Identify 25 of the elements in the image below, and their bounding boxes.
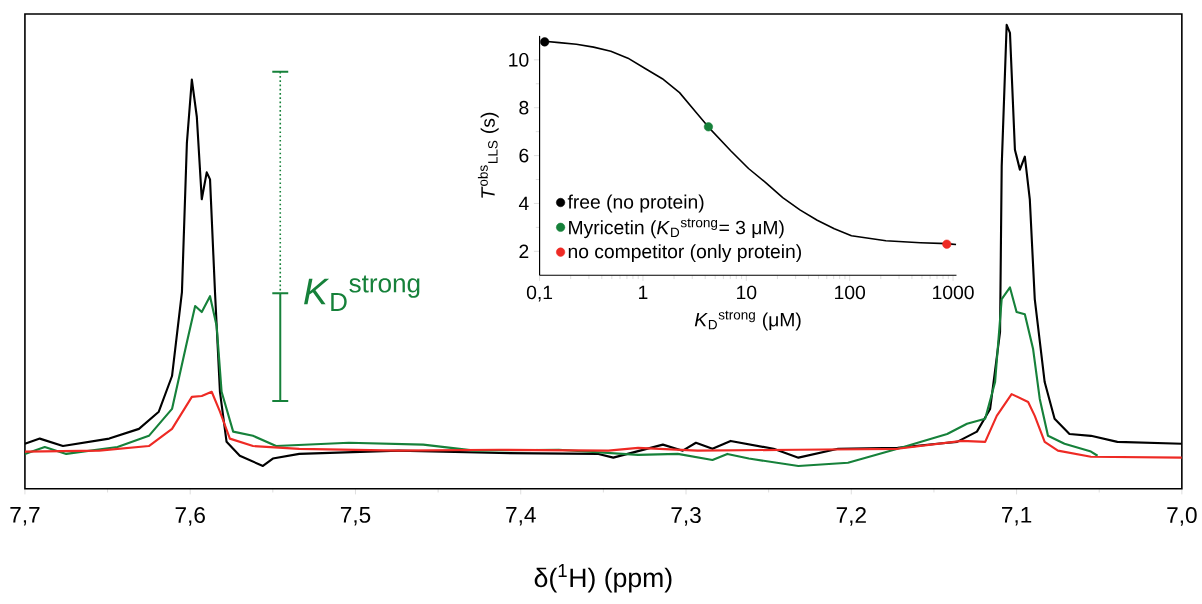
x-tick-label: 10 xyxy=(737,285,757,300)
y-tick-label: 8 xyxy=(519,100,529,115)
annotation: K$_{D}$strong xyxy=(304,275,420,311)
x-tick-label: 7,6 xyxy=(175,506,205,526)
x-tick-label: 1 xyxy=(639,285,648,299)
legend-label: no competitor (only protein) xyxy=(568,243,801,262)
x-tick-label: 0,1 xyxy=(526,285,553,302)
x-tick-label: 1000 xyxy=(933,285,974,300)
x-tick-label: 7,1 xyxy=(1002,506,1032,526)
y-tick-label: 6 xyxy=(519,148,529,163)
x-axis-title: K$_{D}$$^{strong}$ (μM) xyxy=(694,310,801,331)
x-tick-label: 7,7 xyxy=(10,506,40,526)
legend-label: free (no protein) xyxy=(567,194,704,213)
y-axis-title: T$^{obs}$$_{LLS}$ (s) xyxy=(477,112,499,198)
x-tick-label: 7,4 xyxy=(506,506,536,526)
x-tick-label: 7,3 xyxy=(671,506,701,526)
y-tick-label: 2 xyxy=(519,244,529,258)
x-tick-label: 100 xyxy=(835,285,866,300)
x-axis-title: δ($^{1}$H) (ppm) xyxy=(534,563,672,593)
y-tick-label: 4 xyxy=(518,196,529,210)
x-tick-label: 7,2 xyxy=(836,506,866,526)
y-tick-label: 10 xyxy=(509,52,529,67)
x-tick-label: 7,0 xyxy=(1167,506,1197,526)
legend-label: Myricetin (K$_{D}$$^{strong}$= 3 μM) xyxy=(569,218,784,238)
x-tick-label: 7,5 xyxy=(340,506,371,526)
